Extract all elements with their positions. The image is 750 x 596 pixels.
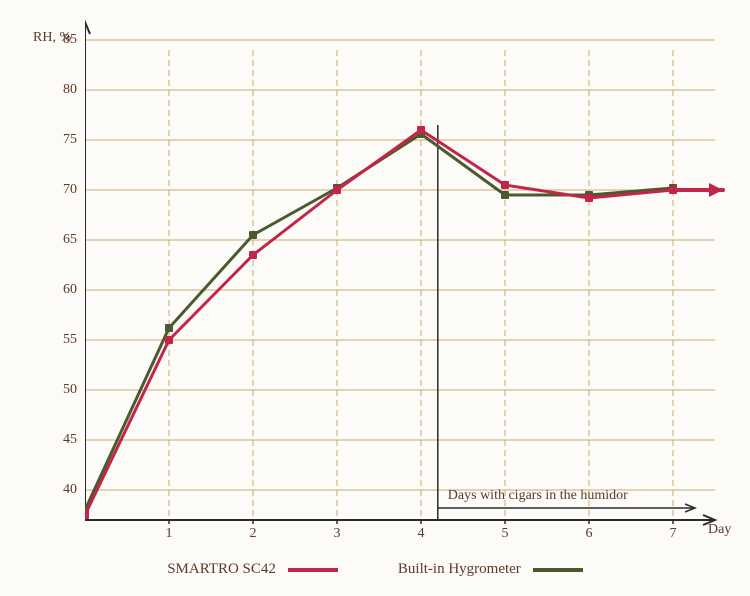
humidity-chart: RH, % Day Days with cigars in the humido… (0, 0, 750, 596)
y-tick-label: 65 (47, 232, 77, 248)
chart-svg (85, 20, 725, 530)
x-tick-label: 4 (411, 526, 431, 542)
inner-annotation-label: Days with cigars in the humidor (448, 488, 628, 504)
x-tick-label: 6 (579, 526, 599, 542)
x-tick-label: 2 (243, 526, 263, 542)
legend: SMARTRO SC42 Built-in Hygrometer (0, 561, 750, 578)
legend-item-builtin: Built-in Hygrometer (398, 561, 583, 578)
y-tick-label: 80 (47, 82, 77, 98)
legend-label: SMARTRO SC42 (167, 561, 276, 578)
legend-swatch (288, 568, 338, 572)
legend-swatch (533, 568, 583, 572)
y-tick-label: 70 (47, 182, 77, 198)
y-tick-label: 60 (47, 282, 77, 298)
y-tick-label: 75 (47, 132, 77, 148)
x-tick-label: 7 (663, 526, 683, 542)
x-tick-label: 5 (495, 526, 515, 542)
x-tick-label: 1 (159, 526, 179, 542)
legend-item-smartro: SMARTRO SC42 (167, 561, 338, 578)
y-tick-label: 50 (47, 382, 77, 398)
x-axis-title: Day (708, 522, 731, 538)
legend-label: Built-in Hygrometer (398, 561, 521, 578)
y-tick-label: 85 (47, 32, 77, 48)
y-tick-label: 45 (47, 432, 77, 448)
x-tick-label: 3 (327, 526, 347, 542)
y-tick-label: 40 (47, 482, 77, 498)
y-tick-label: 55 (47, 332, 77, 348)
